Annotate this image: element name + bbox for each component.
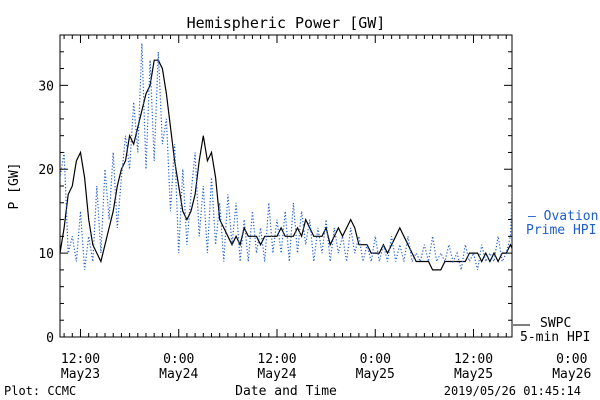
- x-tick-label-time: 0:00: [556, 352, 587, 367]
- y-tick-label: 30: [38, 79, 54, 94]
- x-tick-label-time: 12:00: [257, 352, 296, 367]
- x-tick-label-date: May23: [61, 367, 100, 382]
- x-tick-label-date: May26: [552, 367, 591, 382]
- series-line-swpc-hpi: [60, 59, 512, 271]
- x-tick-label-time: 12:00: [454, 352, 493, 367]
- y-tick-label: 10: [38, 247, 54, 262]
- y-tick-label: 0: [46, 331, 54, 346]
- plot-area: [60, 43, 512, 271]
- y-axis-label: P [GW]: [7, 163, 22, 210]
- y-tick-label: 20: [38, 163, 54, 178]
- x-tick-label-date: May25: [454, 367, 493, 382]
- x-tick-label-date: May24: [159, 367, 198, 382]
- legend-swpc-label-2: 5-min HPI: [520, 330, 590, 345]
- legend-ovation-label-1: — Ovation: [528, 209, 598, 224]
- legend-swpc-label-1: SWPC: [540, 316, 571, 331]
- series-line-ovation-prime-hpi: [60, 43, 512, 271]
- legend-ovation-label-2: Prime HPI: [526, 223, 596, 238]
- x-tick-label-date: May25: [356, 367, 395, 382]
- x-axis-ticks: 12:00May230:00May2412:00May240:00May2512…: [61, 35, 591, 382]
- plot-frame: [59, 34, 513, 338]
- plot-credit: Plot: CCMC: [4, 384, 76, 398]
- x-tick-label-date: May24: [257, 367, 296, 382]
- x-tick-label-time: 0:00: [163, 352, 194, 367]
- x-tick-label-time: 0:00: [360, 352, 391, 367]
- x-axis-label: Date and Time: [235, 384, 337, 399]
- chart-title: Hemispheric Power [GW]: [187, 14, 386, 32]
- plot-timestamp: 2019/05/26 01:45:14: [444, 384, 581, 398]
- y-axis-ticks: 0 10 20 30: [38, 34, 512, 346]
- x-tick-label-time: 12:00: [61, 352, 100, 367]
